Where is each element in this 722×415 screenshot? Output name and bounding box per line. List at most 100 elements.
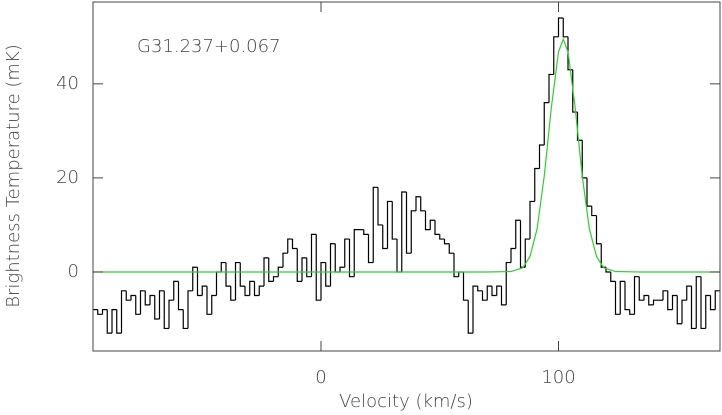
spectrum-step	[415, 196, 421, 211]
spectrum-step	[325, 262, 331, 287]
spectrum-step	[633, 276, 640, 315]
spectrum-step	[125, 290, 131, 301]
spectrum-step	[519, 220, 526, 268]
spectrum-step	[367, 234, 374, 264]
spectrum-step	[344, 238, 350, 268]
spectrum-step	[196, 267, 203, 297]
fit-line	[93, 37, 720, 273]
spectrum-step	[348, 239, 355, 278]
spectrum-step	[211, 294, 217, 315]
spectrum-step	[709, 295, 716, 311]
spectrum-step	[619, 280, 625, 315]
spectrum-step	[434, 220, 440, 235]
x-axis-label: Velocity (km/s)	[339, 391, 473, 412]
spectrum-step	[477, 286, 483, 292]
spectrum-step	[690, 286, 697, 330]
spectrum-step	[652, 299, 659, 305]
spectrum-step	[310, 233, 317, 277]
spectrum-step	[158, 290, 165, 320]
spectrum-step	[496, 285, 502, 296]
spectrum-step	[695, 276, 701, 329]
spectrum-step	[614, 281, 621, 315]
spectrum-step	[97, 309, 103, 315]
spectrum-step	[581, 140, 587, 179]
spectrum-step	[481, 290, 488, 301]
spectrum-step	[576, 112, 583, 141]
spectrum-step	[405, 192, 412, 254]
spectrum-step	[401, 191, 407, 272]
spectrum-step	[443, 239, 450, 245]
spectrum-step	[282, 252, 288, 268]
spectrum-step	[268, 257, 274, 282]
spectrum-step	[567, 36, 573, 71]
spectrum-step	[638, 276, 644, 301]
spectrum-step	[130, 294, 136, 301]
spectrum-step	[272, 276, 279, 282]
spectrum-step	[424, 210, 431, 231]
spectrum-step	[538, 144, 545, 169]
spectrum-step	[225, 262, 231, 287]
spectrum-step	[315, 234, 321, 301]
y-tick-label: 0	[68, 261, 79, 282]
spectrum-step	[515, 219, 521, 249]
spectrum-step	[244, 286, 250, 297]
spectrum-step	[353, 229, 359, 277]
spectrum-step	[258, 285, 264, 296]
spectrum-step	[306, 257, 312, 278]
spectrum-step	[177, 281, 184, 311]
spectrum-step	[339, 266, 345, 272]
spectrum-step	[377, 187, 383, 226]
spectrum-step	[396, 239, 402, 273]
spectrum-step	[643, 294, 649, 301]
spectrum-step	[676, 295, 682, 325]
spectrum-step	[505, 261, 511, 305]
plot-area	[93, 17, 720, 334]
spectrum-step	[215, 271, 222, 296]
spectrum-step	[187, 290, 193, 329]
spectrum-step	[182, 309, 188, 330]
spectrum-step	[386, 200, 393, 249]
spectrum-step	[486, 285, 492, 301]
spectrum-step	[287, 238, 293, 254]
spectrum-step	[230, 286, 236, 301]
spectrum-step	[491, 286, 497, 297]
spectrum-step	[192, 266, 198, 291]
spectrum-step	[139, 290, 146, 315]
spectrum-step	[320, 261, 326, 301]
spectrum-step	[529, 200, 535, 240]
spectrum-step	[410, 210, 416, 254]
annotation: G31.237+0.067	[137, 36, 281, 57]
frame	[92, 1, 721, 352]
spectrum-step	[391, 201, 397, 240]
spectrum-step	[111, 309, 117, 334]
spectrum-step	[334, 243, 340, 273]
spectrum-step	[510, 247, 516, 263]
spectrum-step	[467, 300, 473, 334]
spectrum-step	[562, 17, 568, 38]
spectrum-step	[548, 73, 554, 103]
spectrum-step	[705, 294, 711, 329]
spectrum-step	[116, 309, 122, 334]
spectrum-step	[220, 261, 226, 272]
spectrum-step	[700, 276, 706, 330]
spectrum-step	[382, 224, 388, 250]
spectrum-step	[296, 248, 302, 282]
spectrum-step	[154, 295, 160, 320]
spectrum-step	[291, 239, 298, 250]
y-tick-label: 20	[56, 167, 79, 188]
spectrum-step	[595, 215, 602, 245]
spectrum-step	[662, 290, 668, 301]
spectrum-step	[686, 285, 692, 301]
spectrum-step	[439, 234, 445, 240]
y-tick-label: 40	[56, 73, 79, 94]
spectrum-step	[600, 243, 606, 268]
spectrum-step	[206, 286, 212, 315]
spectrum-step	[120, 290, 127, 334]
spectrum-step	[458, 271, 464, 277]
spectrum-step	[149, 294, 155, 305]
spectrum-step	[201, 285, 207, 296]
spectrum-step	[472, 285, 478, 334]
spectrum-step	[173, 280, 179, 301]
spectrum-step	[453, 253, 459, 278]
